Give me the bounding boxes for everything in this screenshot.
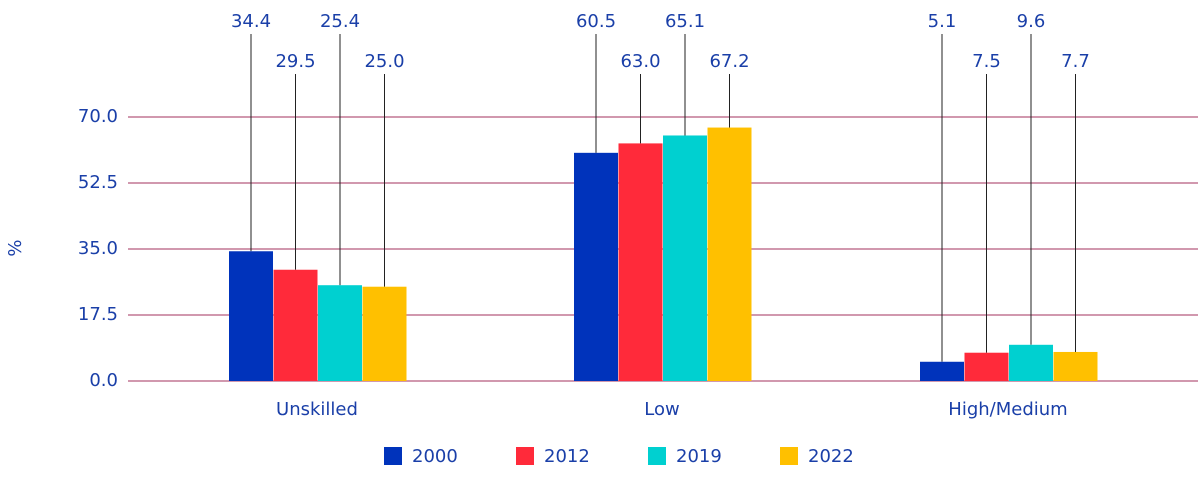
bar — [574, 152, 618, 381]
y-axis-label: % — [5, 239, 26, 256]
legend-label: 2012 — [544, 446, 590, 467]
x-tick-label: High/Medium — [948, 399, 1067, 420]
data-label: 65.1 — [665, 11, 705, 32]
legend-swatch — [516, 447, 534, 465]
bar — [1009, 344, 1053, 381]
bar — [229, 251, 273, 381]
data-label: 7.7 — [1061, 51, 1090, 72]
legend-label: 2000 — [412, 446, 458, 467]
bar — [663, 135, 707, 381]
data-label: 7.5 — [972, 51, 1001, 72]
legend-swatch — [780, 447, 798, 465]
legend-swatch — [384, 447, 402, 465]
legend-swatch — [648, 447, 666, 465]
data-label: 25.0 — [364, 51, 404, 72]
y-tick-label: 17.5 — [78, 304, 118, 325]
bar — [362, 286, 407, 381]
data-label: 9.6 — [1017, 11, 1046, 32]
bar — [618, 143, 663, 381]
data-label: 67.2 — [709, 51, 749, 72]
legend-label: 2019 — [676, 446, 722, 467]
bar — [707, 127, 752, 381]
data-label: 34.4 — [231, 11, 271, 32]
bar — [273, 269, 318, 381]
bar — [1053, 351, 1098, 381]
bar — [964, 352, 1009, 381]
y-tick-label: 0.0 — [89, 370, 118, 391]
y-tick-label: 70.0 — [78, 106, 118, 127]
y-tick-label: 35.0 — [78, 238, 118, 259]
data-label: 5.1 — [928, 11, 957, 32]
data-label: 29.5 — [275, 51, 315, 72]
x-tick-label: Low — [644, 399, 679, 420]
data-label: 25.4 — [320, 11, 360, 32]
bar — [318, 285, 362, 381]
legend-label: 2022 — [808, 446, 854, 467]
x-tick-label: Unskilled — [276, 399, 358, 420]
data-label: 60.5 — [576, 11, 616, 32]
y-tick-label: 52.5 — [78, 172, 118, 193]
bar — [920, 361, 964, 381]
data-label: 63.0 — [620, 51, 660, 72]
